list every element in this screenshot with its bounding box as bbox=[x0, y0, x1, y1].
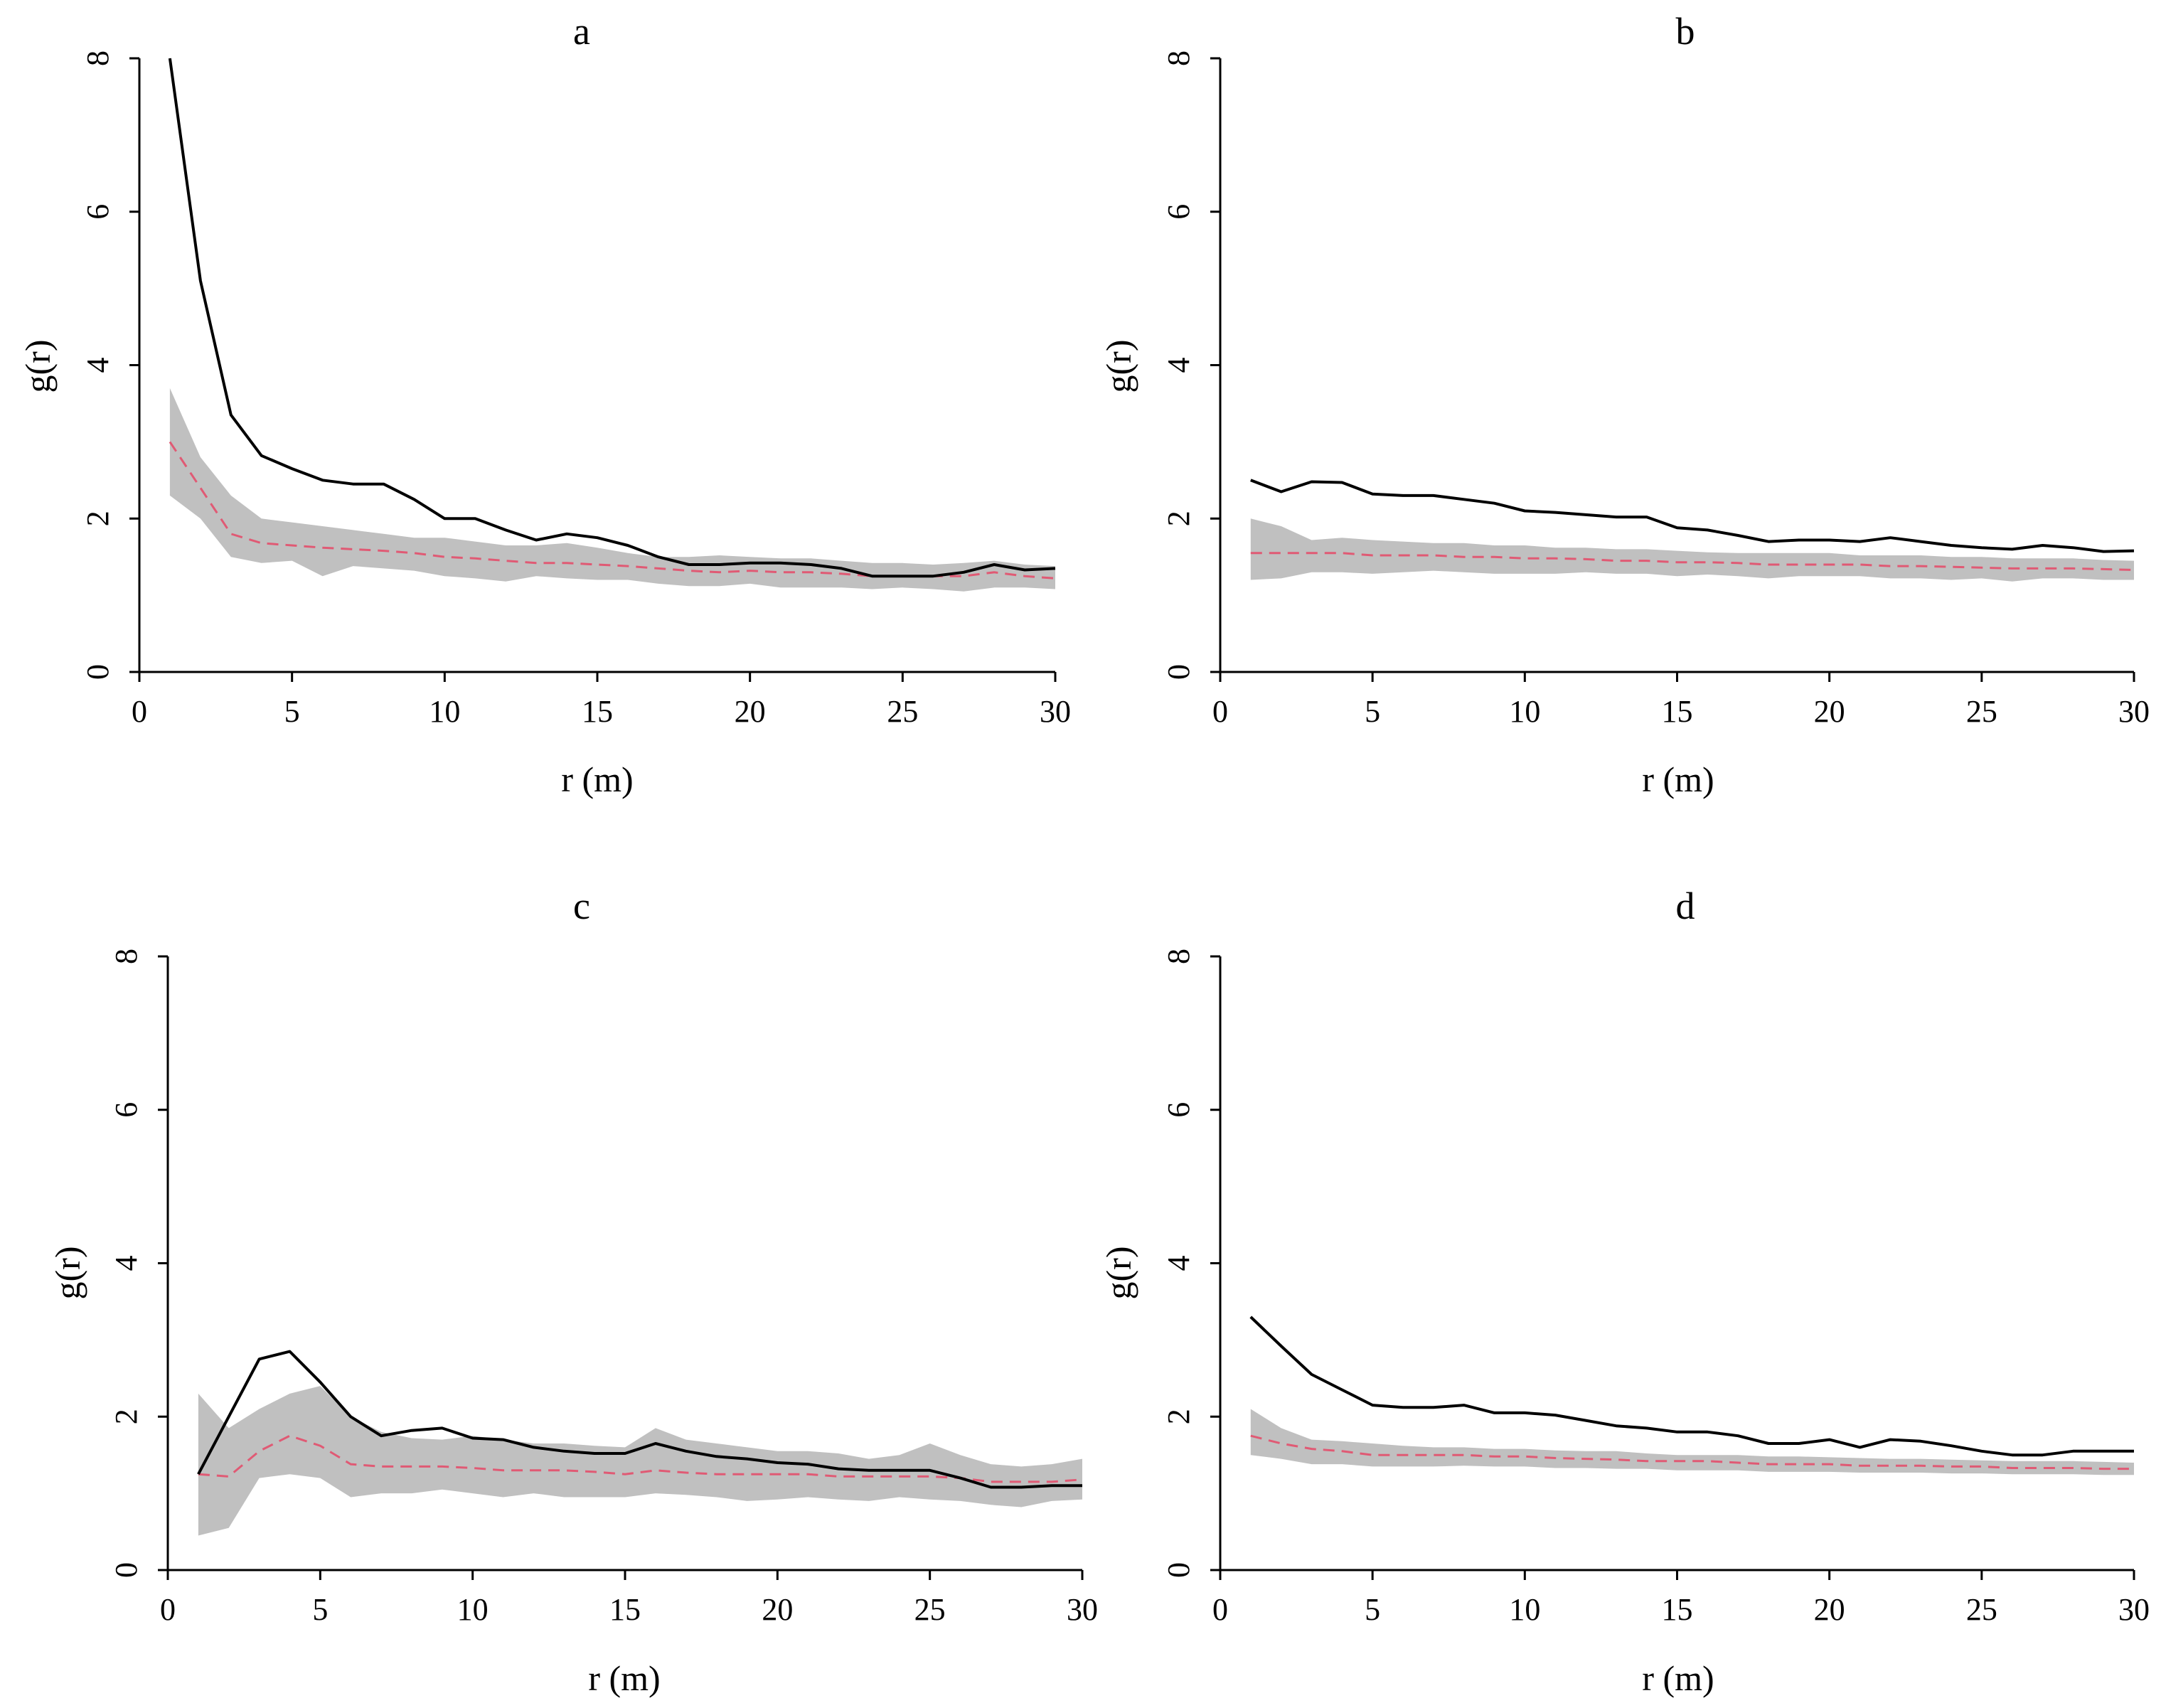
y-tick-label: 0 bbox=[1161, 1562, 1196, 1578]
panel-c: c r (m) g(r) 0 5 10 15 20 25 30 0 2 4 6 8 bbox=[48, 885, 1098, 1698]
x-tick-label: 10 bbox=[1509, 694, 1540, 729]
x-tick-label: 20 bbox=[1814, 694, 1845, 729]
panel-a: a r (m) g(r) 0 5 10 15 20 25 30 0 2 4 6 8 bbox=[18, 10, 1071, 799]
panel-title: a bbox=[573, 10, 590, 53]
x-tick-label: 30 bbox=[2118, 1592, 2150, 1627]
y-axis-label: g(r) bbox=[1099, 1247, 1138, 1300]
plot-area: 0 5 10 15 20 25 30 0 2 4 6 8 bbox=[80, 50, 1071, 729]
observed-line bbox=[168, 58, 1056, 578]
simulation-envelope bbox=[1250, 518, 2134, 582]
y-tick-label: 6 bbox=[80, 204, 115, 220]
panel-title: c bbox=[573, 885, 590, 927]
x-tick-label: 15 bbox=[1662, 694, 1693, 729]
simulation-envelope bbox=[198, 1386, 1082, 1536]
x-tick-label: 5 bbox=[312, 1592, 328, 1627]
x-tick-label: 0 bbox=[1212, 694, 1228, 729]
x-tick-label: 10 bbox=[429, 694, 460, 729]
y-tick-label: 0 bbox=[109, 1562, 144, 1578]
simulation-envelope bbox=[169, 388, 1055, 592]
x-tick-label: 5 bbox=[1365, 694, 1380, 729]
x-axis-label: r (m) bbox=[1642, 1658, 1714, 1698]
y-tick-label: 8 bbox=[1161, 949, 1196, 964]
x-tick-label: 0 bbox=[160, 1592, 176, 1627]
x-tick-label: 20 bbox=[762, 1592, 793, 1627]
y-tick-label: 2 bbox=[109, 1409, 144, 1424]
plot-area: 0 5 10 15 20 25 30 0 2 4 6 8 bbox=[109, 949, 1098, 1627]
plot-area: 0 5 10 15 20 25 30 0 2 4 6 8 bbox=[1161, 949, 2150, 1627]
x-tick-label: 25 bbox=[887, 694, 918, 729]
y-tick-label: 8 bbox=[1161, 50, 1196, 66]
x-tick-label: 0 bbox=[1212, 1592, 1228, 1627]
y-axis-label: g(r) bbox=[18, 340, 58, 393]
x-axis-label: r (m) bbox=[588, 1658, 660, 1698]
y-tick-label: 4 bbox=[1161, 1256, 1196, 1271]
y-tick-label: 0 bbox=[80, 664, 115, 680]
y-tick-label: 2 bbox=[80, 511, 115, 526]
y-tick-label: 6 bbox=[109, 1102, 144, 1118]
simulation-envelope bbox=[1250, 1409, 2134, 1475]
panel-b: b r (m) g(r) 0 5 10 15 20 25 30 0 2 4 6 8 bbox=[1099, 10, 2150, 799]
x-axis-label: r (m) bbox=[1642, 759, 1714, 799]
y-tick-label: 4 bbox=[109, 1256, 144, 1271]
observed-line bbox=[1250, 479, 2135, 553]
panel-title: d bbox=[1676, 885, 1695, 927]
x-tick-label: 0 bbox=[132, 694, 147, 729]
y-tick-label: 8 bbox=[80, 50, 115, 66]
x-tick-label: 30 bbox=[1067, 1592, 1098, 1627]
y-tick-label: 6 bbox=[1161, 204, 1196, 220]
y-tick-label: 4 bbox=[1161, 358, 1196, 373]
panel-title: b bbox=[1676, 10, 1695, 53]
observed-line bbox=[197, 1350, 1082, 1489]
plot-area: 0 5 10 15 20 25 30 0 2 4 6 8 bbox=[1161, 50, 2150, 729]
x-tick-label: 15 bbox=[609, 1592, 641, 1627]
y-tick-label: 2 bbox=[1161, 1409, 1196, 1424]
x-tick-label: 25 bbox=[914, 1592, 946, 1627]
x-tick-label: 5 bbox=[1365, 1592, 1380, 1627]
y-tick-label: 2 bbox=[1161, 511, 1196, 526]
x-axis-label: r (m) bbox=[561, 759, 633, 799]
y-tick-label: 8 bbox=[109, 949, 144, 964]
x-tick-label: 20 bbox=[735, 694, 766, 729]
observed-line bbox=[1249, 1315, 2134, 1457]
x-tick-label: 15 bbox=[582, 694, 613, 729]
x-tick-label: 25 bbox=[1966, 1592, 1997, 1627]
x-tick-label: 30 bbox=[2118, 694, 2150, 729]
expected-line bbox=[1250, 1434, 2134, 1471]
y-axis-label: g(r) bbox=[48, 1247, 87, 1300]
x-tick-label: 15 bbox=[1662, 1592, 1693, 1627]
panel-d: d r (m) g(r) 0 5 10 15 20 25 30 0 2 4 6 8 bbox=[1099, 885, 2150, 1698]
x-tick-label: 25 bbox=[1966, 694, 1997, 729]
y-tick-label: 0 bbox=[1161, 664, 1196, 680]
y-tick-label: 6 bbox=[1161, 1102, 1196, 1118]
x-tick-label: 5 bbox=[284, 694, 300, 729]
x-tick-label: 30 bbox=[1040, 694, 1071, 729]
x-tick-label: 20 bbox=[1814, 1592, 1845, 1627]
x-tick-label: 10 bbox=[1509, 1592, 1540, 1627]
y-tick-label: 4 bbox=[80, 358, 115, 373]
x-tick-label: 10 bbox=[457, 1592, 489, 1627]
y-axis-label: g(r) bbox=[1099, 340, 1138, 393]
